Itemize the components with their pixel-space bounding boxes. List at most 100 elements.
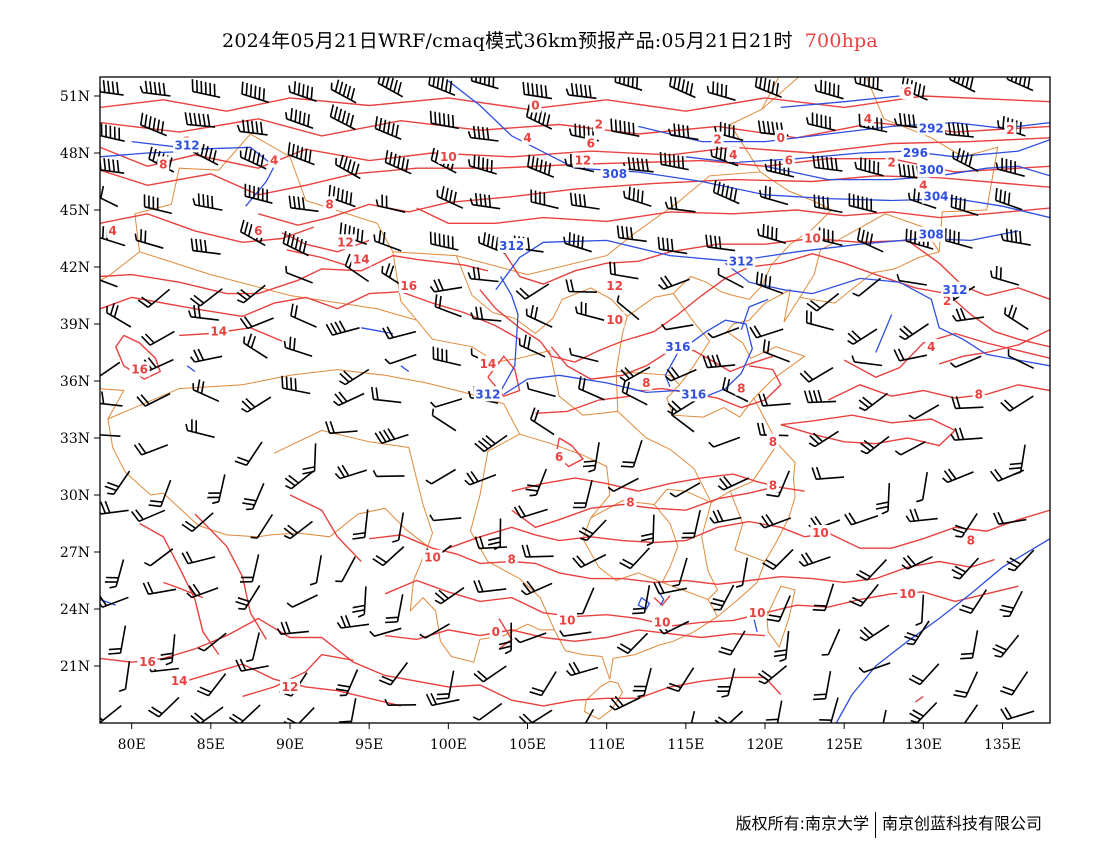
wind-barb: [243, 333, 268, 359]
wind-barb: [469, 192, 501, 210]
temperature-label-bg: [925, 338, 938, 354]
wind-barb: [104, 470, 131, 495]
wind-barb: [241, 81, 269, 104]
wind-barb: [989, 468, 1025, 482]
height-label: 308: [602, 167, 627, 181]
wind-barb: [706, 81, 736, 101]
wind-barb: [764, 158, 795, 178]
wind-barb: [620, 440, 643, 468]
wind-barb: [498, 622, 512, 655]
wind-barb: [851, 355, 883, 367]
wind-barb: [384, 698, 417, 706]
height-label: 308: [919, 228, 944, 242]
wind-barb: [283, 336, 313, 358]
temperature-contour: [100, 617, 782, 707]
wind-barb: [714, 710, 744, 723]
wind-barb: [705, 234, 736, 252]
wind-barb: [381, 263, 407, 289]
temperature-label-bg: [489, 623, 502, 639]
wind-barb: [425, 468, 457, 485]
temperature-label: 0: [531, 99, 539, 113]
axis-ticks: 80E 85E 90E 95E 100E 105E 110E 115E 120E 125E 130E…: [60, 89, 1021, 753]
wind-barb: [875, 483, 891, 515]
wind-barb: [378, 662, 409, 686]
lon-tick-label: 85E: [197, 737, 225, 753]
wind-barb: [136, 392, 171, 407]
wind-barb: [241, 396, 272, 413]
lat-tick-label: 36N: [60, 374, 90, 390]
wind-barb: [960, 630, 979, 660]
temperature-label-bg: [477, 355, 498, 371]
height-contour: [753, 618, 758, 632]
temperature-contour: [653, 595, 671, 607]
height-contour: [780, 95, 900, 109]
wind-barb: [385, 594, 404, 624]
temperature-label-bg: [774, 129, 787, 145]
wind-barb: [515, 283, 550, 300]
wind-barb: [670, 408, 695, 433]
wind-barb: [288, 195, 319, 213]
temperature-label-bg: [972, 386, 985, 402]
wind-barb: [522, 81, 553, 100]
wind-barb: [572, 480, 593, 509]
wind-barb: [632, 667, 652, 698]
wind-barb: [896, 274, 928, 286]
height-label-bg: [497, 238, 526, 254]
boundary-line: [519, 433, 718, 617]
wind-barb: [235, 584, 261, 610]
wind-barb: [690, 711, 696, 723]
wind-barb: [467, 125, 499, 142]
wind-barb: [858, 662, 891, 674]
temperature-label-bg: [252, 222, 265, 238]
wind-barb: [718, 630, 746, 656]
wind-barb: [428, 77, 456, 96]
wind-barb: [813, 670, 832, 701]
wind-barb: [669, 77, 696, 99]
temperature-label-bg: [897, 585, 918, 601]
wind-barb: [808, 430, 839, 448]
wind-barb: [473, 665, 507, 683]
wind-barb: [470, 306, 502, 322]
wind-barb: [338, 698, 357, 723]
wind-barb: [192, 379, 220, 403]
wind-barb: [749, 325, 784, 339]
boundary-line: [729, 491, 766, 562]
wind-barb: [242, 482, 265, 511]
height-label: 312: [729, 254, 754, 268]
wind-barb: [384, 150, 412, 175]
wind-barb: [856, 227, 884, 253]
height-label-bg: [941, 281, 969, 297]
wind-barb: [565, 83, 597, 100]
wind-barb: [285, 266, 313, 284]
wind-barb: [907, 188, 937, 210]
footer-left: 版权所有:南京大学: [735, 814, 869, 833]
wind-barb: [992, 634, 1020, 658]
temperature-label: 8: [769, 479, 777, 493]
wind-barb: [148, 479, 172, 508]
wind-barb: [908, 663, 940, 686]
wind-barb: [963, 704, 979, 723]
wind-barb: [757, 120, 789, 137]
wind-barb: [284, 470, 314, 490]
temperature-label: 0: [492, 625, 500, 639]
wind-barb: [949, 355, 982, 368]
temperature-label-bg: [885, 154, 898, 170]
copyright-footer: 版权所有:南京大学 南京创蓝科技有限公司: [736, 810, 1042, 838]
wind-barb: [144, 548, 174, 567]
wind-barb: [616, 295, 640, 321]
wind-barb: [572, 553, 607, 569]
wind-barb: [196, 673, 227, 697]
temperature-label-bg: [624, 494, 637, 510]
temperature-label: 4: [919, 178, 927, 192]
wind-barb: [137, 288, 171, 308]
wind-barb: [382, 326, 417, 340]
height-label: 292: [919, 121, 944, 135]
temperature-label-bg: [572, 152, 593, 168]
wind-barb: [757, 224, 787, 244]
lat-tick-label: 48N: [60, 146, 90, 162]
lon-tick-label: 110E: [588, 737, 625, 753]
wind-barb: [189, 348, 223, 363]
wind-barb: [373, 230, 402, 252]
wind-barb: [894, 440, 926, 456]
height-contour: [685, 139, 1050, 164]
